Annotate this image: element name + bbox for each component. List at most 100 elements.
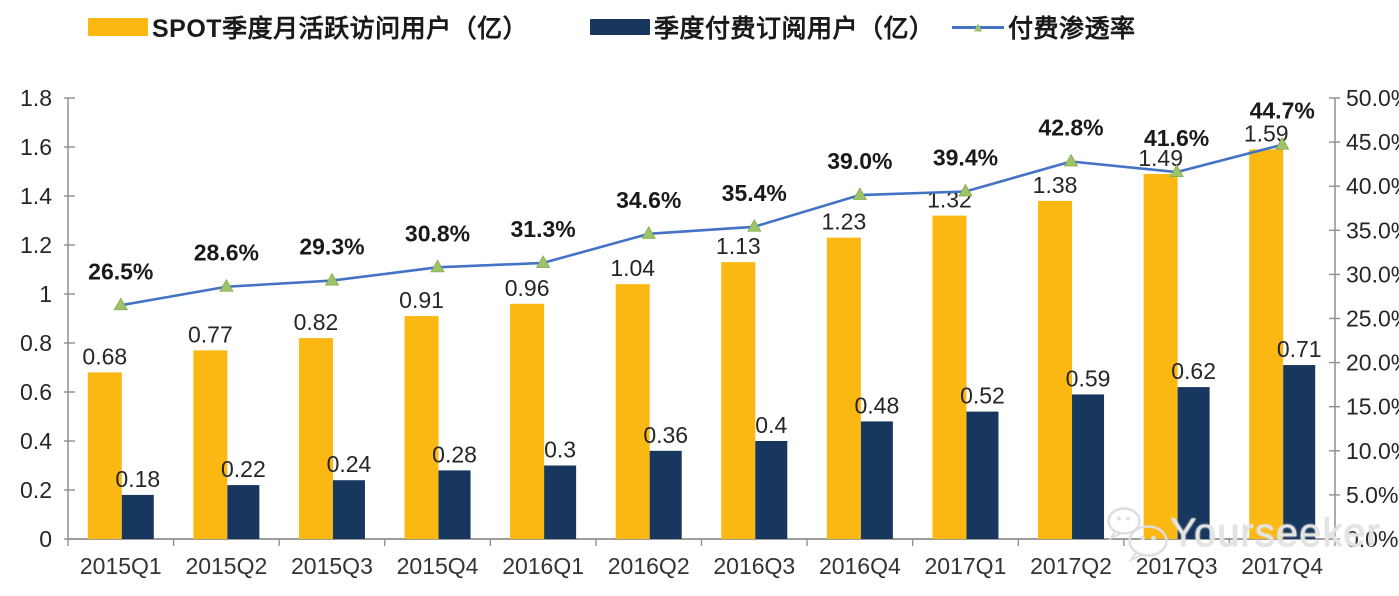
subscribers-value-label: 0.48 xyxy=(854,392,899,418)
y-left-tick-label: 1 xyxy=(39,281,52,307)
mau-value-label: 1.23 xyxy=(821,209,866,235)
penetration-marker xyxy=(852,187,868,200)
y-left-tick-label: 1.2 xyxy=(20,232,52,258)
subscribers-bar xyxy=(227,485,260,539)
mau-legend-swatch xyxy=(88,18,148,36)
mau-bar xyxy=(1143,173,1178,539)
subscribers-value-label: 0.4 xyxy=(755,412,787,438)
y-right-tick-label: 45.0% xyxy=(1346,129,1399,155)
mau-bar xyxy=(615,284,650,539)
penetration-marker xyxy=(324,272,340,286)
y-left-tick-label: 0.6 xyxy=(20,379,52,405)
y-right-tick-label: 10.0% xyxy=(1346,438,1399,464)
y-right-tick-label: 15.0% xyxy=(1346,394,1399,420)
penetration-marker xyxy=(747,218,762,232)
y-left-tick-label: 1.6 xyxy=(20,134,52,160)
y-right-tick-label: 30.0% xyxy=(1346,261,1399,287)
subscribers-value-label: 0.3 xyxy=(544,437,576,463)
legend-item-subscribers: 季度付费订阅用户（亿） xyxy=(590,12,935,43)
mau-value-label: 0.96 xyxy=(505,275,550,301)
x-tick-label: 2015Q2 xyxy=(185,553,267,579)
y-left-tick-label: 0 xyxy=(39,526,52,552)
x-tick-label: 2017Q2 xyxy=(1030,553,1112,579)
penetration-marker xyxy=(958,183,973,197)
subscribers-value-label: 0.24 xyxy=(327,451,372,477)
x-tick-label: 2016Q1 xyxy=(502,553,584,579)
penetration-pct-label: 39.4% xyxy=(933,144,998,170)
y-right-tick-label: 50.0% xyxy=(1346,85,1399,111)
subscribers-value-label: 0.52 xyxy=(960,383,1005,409)
x-tick-label: 2017Q1 xyxy=(925,553,1007,579)
mau-bar xyxy=(721,262,756,539)
penetration-marker xyxy=(1169,164,1184,177)
y-left-tick-label: 0.4 xyxy=(20,428,52,454)
subscribers-bar xyxy=(1177,387,1210,539)
subscribers-bar xyxy=(438,470,471,539)
mau-value-label: 0.82 xyxy=(294,309,339,335)
y-right-tick-label: 0.0% xyxy=(1346,526,1398,552)
legend-label-mau: SPOT季度月活跃访问用户（亿） xyxy=(152,15,529,43)
penetration-marker xyxy=(1063,153,1079,167)
subscribers-bar xyxy=(755,441,788,539)
subscribers-value-label: 0.28 xyxy=(432,441,477,467)
penetration-pct-label: 41.6% xyxy=(1144,125,1209,151)
subscribers-legend-swatch xyxy=(590,19,650,35)
x-tick-label: 2015Q3 xyxy=(291,553,373,579)
penetration-pct-label: 34.6% xyxy=(616,187,681,213)
subscribers-value-label: 0.62 xyxy=(1171,358,1216,384)
penetration-marker xyxy=(641,226,656,239)
penetration-pct-label: 31.3% xyxy=(511,216,576,242)
legend-label-penetration: 付费渗透率 xyxy=(1008,15,1136,43)
mau-bar xyxy=(87,372,122,539)
x-tick-label: 2016Q2 xyxy=(608,553,690,579)
penetration-pct-label: 28.6% xyxy=(194,240,259,266)
mau-bar xyxy=(1038,200,1073,539)
mau-bar xyxy=(193,350,228,539)
subscribers-bar xyxy=(1283,365,1316,539)
mau-value-label: 1.13 xyxy=(716,233,761,259)
subscribers-value-label: 0.71 xyxy=(1277,336,1322,362)
x-tick-label: 2017Q3 xyxy=(1136,553,1218,579)
penetration-marker xyxy=(219,278,234,292)
y-left-tick-label: 0.8 xyxy=(20,330,52,356)
x-tick-label: 2015Q1 xyxy=(80,553,162,579)
subscribers-bar xyxy=(966,411,999,539)
penetration-legend-swatch: ▲ xyxy=(952,18,1004,36)
y-right-tick-label: 20.0% xyxy=(1346,350,1399,376)
x-tick-label: 2016Q3 xyxy=(713,553,795,579)
penetration-pct-label: 26.5% xyxy=(88,258,153,284)
penetration-marker xyxy=(430,259,445,273)
y-left-tick-label: 0.2 xyxy=(20,477,52,503)
y-right-tick-label: 35.0% xyxy=(1346,217,1399,243)
mau-bar xyxy=(1249,149,1284,539)
subscribers-bar xyxy=(1072,394,1105,539)
subscribers-value-label: 0.36 xyxy=(643,422,688,448)
mau-bar xyxy=(298,338,333,539)
penetration-pct-label: 35.4% xyxy=(722,180,787,206)
penetration-marker xyxy=(535,255,551,268)
legend-label-subscribers: 季度付费订阅用户（亿） xyxy=(654,15,935,43)
y-right-tick-label: 25.0% xyxy=(1346,306,1399,332)
subscribers-value-label: 0.18 xyxy=(115,466,160,492)
mau-value-label: 0.91 xyxy=(399,287,444,313)
triangle-marker-icon: ▲ xyxy=(971,18,985,35)
mau-bar xyxy=(510,303,545,539)
penetration-pct-label: 29.3% xyxy=(299,234,364,260)
penetration-pct-label: 44.7% xyxy=(1250,98,1315,124)
y-right-tick-label: 5.0% xyxy=(1346,482,1398,508)
x-tick-label: 2015Q4 xyxy=(397,553,479,579)
x-tick-label: 2016Q4 xyxy=(819,553,901,579)
mau-bar xyxy=(404,316,439,539)
y-left-tick-label: 1.4 xyxy=(20,183,52,209)
mau-bar xyxy=(826,237,861,539)
penetration-pct-label: 39.0% xyxy=(827,148,892,174)
mau-value-label: 1.04 xyxy=(610,255,655,281)
subscribers-bar xyxy=(860,421,893,539)
subscribers-value-label: 0.22 xyxy=(221,456,266,482)
subscribers-value-label: 0.59 xyxy=(1066,365,1111,391)
subscribers-bar xyxy=(121,494,154,539)
legend-item-mau: SPOT季度月活跃访问用户（亿） xyxy=(88,12,529,43)
y-right-tick-label: 40.0% xyxy=(1346,173,1399,199)
subscribers-bar xyxy=(544,465,577,539)
